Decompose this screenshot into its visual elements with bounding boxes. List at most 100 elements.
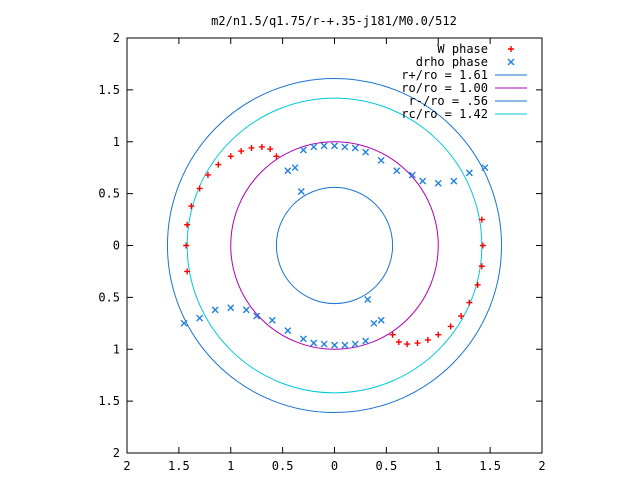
data-point <box>331 142 338 150</box>
x-tick-label: 1 <box>227 459 234 473</box>
data-point <box>284 167 292 175</box>
data-point <box>310 143 318 151</box>
y-tick-label: 1.5 <box>98 394 120 408</box>
data-point <box>248 144 255 151</box>
data-point <box>435 331 442 338</box>
legend-label: drho phase <box>416 55 488 69</box>
legend-swatch <box>507 58 515 66</box>
data-point <box>284 327 292 335</box>
legend-swatch <box>508 46 514 52</box>
data-point <box>362 148 370 156</box>
y-tick-label: 1.5 <box>98 83 120 97</box>
data-point <box>227 153 234 160</box>
data-point <box>364 295 372 303</box>
x-tick-label: 1.5 <box>168 459 190 473</box>
data-point <box>331 341 338 349</box>
y-tick-label: 0 <box>113 239 120 253</box>
circle-r-ro <box>275 186 394 305</box>
x-tick-label: 2 <box>538 459 545 473</box>
data-point <box>297 188 305 196</box>
y-tick-label: 2 <box>113 446 120 460</box>
data-point <box>183 242 190 249</box>
legend-label: r-/ro = .56 <box>409 94 488 108</box>
data-point <box>458 313 465 320</box>
series-drho-phase <box>180 142 489 349</box>
data-point <box>253 312 261 320</box>
data-point <box>184 268 191 275</box>
y-tick-label: 1 <box>113 342 120 356</box>
x-tick-label: 0.5 <box>376 459 398 473</box>
data-point <box>215 161 222 168</box>
data-point <box>465 169 473 177</box>
data-point <box>481 164 489 172</box>
data-point <box>310 339 318 347</box>
y-tick-label: 0.5 <box>98 290 120 304</box>
data-point <box>320 142 328 150</box>
data-point <box>320 340 328 348</box>
data-point <box>204 171 211 178</box>
data-point <box>273 153 280 160</box>
y-axis: 2 1.5 1 0.5 0 0.5 1 1.5 2 <box>98 31 542 460</box>
data-point <box>299 146 307 154</box>
data-point <box>393 167 401 175</box>
data-point <box>408 171 416 179</box>
y-tick-label: 1 <box>113 135 120 149</box>
data-point <box>434 179 442 187</box>
data-point <box>377 156 385 164</box>
data-point <box>188 203 195 210</box>
y-tick-label: 0.5 <box>98 187 120 201</box>
data-point <box>450 177 458 185</box>
legend-label: r+/ro = 1.61 <box>401 68 488 82</box>
legend-label: ro/ro = 1.00 <box>401 81 488 95</box>
data-point <box>404 341 411 348</box>
data-point <box>474 281 481 288</box>
legend-label: rc/ro = 1.42 <box>401 107 488 121</box>
data-point <box>196 314 204 322</box>
circle-r+ro <box>166 77 503 414</box>
data-point <box>351 340 359 348</box>
data-point <box>227 304 235 312</box>
x-tick-label: 1 <box>435 459 442 473</box>
data-point <box>479 242 486 249</box>
data-point <box>258 143 265 150</box>
data-point <box>414 340 421 347</box>
x-tick-label: 0.5 <box>272 459 294 473</box>
data-point <box>389 331 396 338</box>
data-point <box>395 338 402 345</box>
y-tick-label: 2 <box>113 31 120 45</box>
data-point <box>267 146 274 153</box>
data-point <box>180 319 188 327</box>
data-point <box>299 335 307 343</box>
data-point <box>466 299 473 306</box>
x-axis: 2 1.5 1 0.5 0 0.5 1 1.5 2 <box>123 38 546 473</box>
data-point <box>268 316 276 324</box>
data-point <box>362 337 370 345</box>
data-point <box>291 164 299 172</box>
data-point <box>478 263 485 270</box>
circle-roro <box>230 141 439 350</box>
x-tick-label: 2 <box>123 459 130 473</box>
legend-label: W phase <box>437 42 488 56</box>
data-point <box>242 306 250 314</box>
x-tick-label: 0 <box>331 459 338 473</box>
data-point <box>351 144 359 152</box>
data-point <box>377 316 385 324</box>
data-point <box>184 221 191 228</box>
data-point <box>424 336 431 343</box>
data-point <box>341 143 349 151</box>
data-point <box>238 148 245 155</box>
circle-rcro <box>186 97 483 394</box>
series-w-phase <box>183 143 486 348</box>
data-point <box>211 306 219 314</box>
data-point <box>447 323 454 330</box>
series-layer <box>180 142 489 349</box>
data-point <box>196 185 203 192</box>
data-point <box>419 177 427 185</box>
data-point <box>478 216 485 223</box>
x-tick-label: 1.5 <box>479 459 501 473</box>
circles-layer <box>166 77 503 414</box>
data-point <box>370 319 378 327</box>
